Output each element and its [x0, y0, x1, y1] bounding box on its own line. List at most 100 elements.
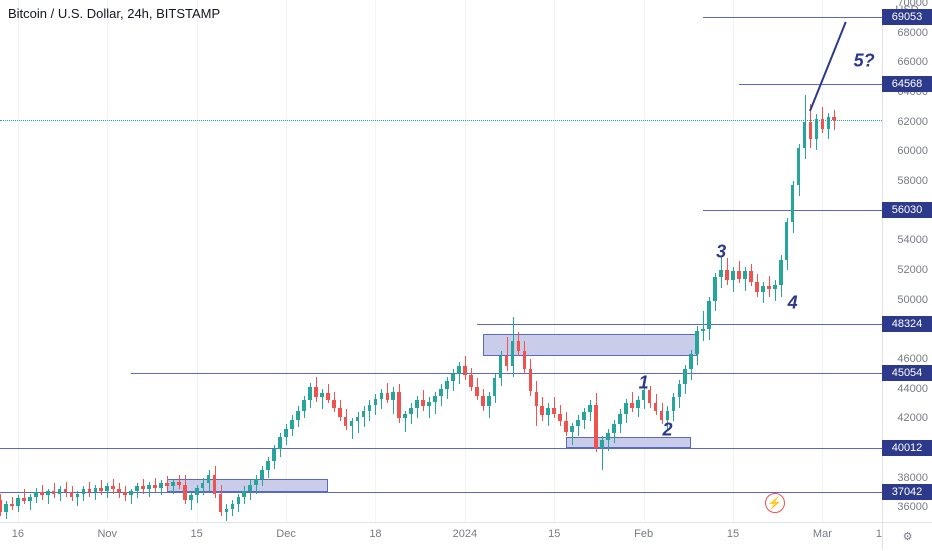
candle-body[interactable]: [397, 392, 401, 419]
candle-body[interactable]: [707, 301, 711, 329]
candle-body[interactable]: [469, 375, 473, 387]
candle-body[interactable]: [338, 408, 342, 417]
candle-body[interactable]: [368, 405, 372, 411]
candle-body[interactable]: [242, 491, 246, 497]
candle-body[interactable]: [350, 421, 354, 425]
candle-body[interactable]: [701, 329, 705, 330]
candle-body[interactable]: [308, 387, 312, 400]
elliott-wave-label[interactable]: 2: [662, 420, 672, 441]
candle-body[interactable]: [153, 485, 157, 488]
candle-body[interactable]: [332, 400, 336, 407]
candle-body[interactable]: [797, 148, 801, 185]
candle-body[interactable]: [76, 494, 80, 497]
candle-body[interactable]: [731, 271, 735, 280]
price-axis[interactable]: USD 360003800040000420004400046000480005…: [882, 0, 932, 522]
candle-body[interactable]: [123, 492, 127, 495]
candle-body[interactable]: [171, 482, 175, 486]
candle-body[interactable]: [403, 414, 407, 418]
candle-body[interactable]: [231, 504, 235, 508]
candle-body[interactable]: [475, 387, 479, 396]
price-level-label[interactable]: 48324: [882, 316, 932, 332]
candle-body[interactable]: [737, 271, 741, 278]
candle-body[interactable]: [606, 433, 610, 440]
plot-area[interactable]: 12345?⚡: [0, 0, 882, 522]
candle-body[interactable]: [713, 277, 717, 301]
horizontal-level-line[interactable]: [477, 324, 882, 325]
candle-body[interactable]: [326, 393, 330, 400]
candle-body[interactable]: [296, 411, 300, 420]
candle-body[interactable]: [481, 396, 485, 406]
candle-body[interactable]: [290, 420, 294, 429]
projection-trendline[interactable]: [810, 21, 848, 111]
elliott-wave-label[interactable]: 1: [639, 372, 649, 393]
candle-body[interactable]: [546, 408, 550, 415]
price-level-label[interactable]: 56030: [882, 202, 932, 218]
candle-body[interactable]: [761, 286, 765, 292]
candle-body[interactable]: [594, 405, 598, 448]
price-level-label[interactable]: 64568: [882, 76, 932, 92]
candle-body[interactable]: [672, 397, 676, 410]
candle-body[interactable]: [70, 492, 74, 496]
candle-body[interactable]: [141, 486, 145, 489]
candle-body[interactable]: [117, 489, 121, 492]
candle-body[interactable]: [505, 356, 509, 366]
candle-body[interactable]: [177, 482, 181, 485]
candle-body[interactable]: [213, 475, 217, 494]
candle-body[interactable]: [374, 399, 378, 405]
candle-body[interactable]: [94, 488, 98, 492]
candle-body[interactable]: [457, 366, 461, 373]
candle-body[interactable]: [725, 270, 729, 280]
candle-body[interactable]: [40, 492, 44, 495]
candle-body[interactable]: [600, 440, 604, 447]
candle-body[interactable]: [499, 356, 503, 378]
candle-body[interactable]: [755, 282, 759, 292]
candle-body[interactable]: [529, 369, 533, 391]
candle-body[interactable]: [302, 400, 306, 410]
axis-settings-button[interactable]: ⚙: [882, 522, 932, 550]
candle-body[interactable]: [207, 475, 211, 484]
candle-body[interactable]: [409, 408, 413, 414]
candle-body[interactable]: [99, 488, 103, 491]
candle-body[interactable]: [678, 384, 682, 397]
candle-body[interactable]: [570, 426, 574, 432]
candle-body[interactable]: [433, 396, 437, 402]
candle-body[interactable]: [219, 494, 223, 512]
candle-body[interactable]: [4, 504, 8, 511]
candle-body[interactable]: [552, 408, 556, 414]
candle-body[interactable]: [523, 351, 527, 369]
candle-body[interactable]: [803, 122, 807, 149]
candle-body[interactable]: [88, 489, 92, 492]
candle-body[interactable]: [517, 341, 521, 351]
candle-body[interactable]: [564, 421, 568, 431]
elliott-wave-label[interactable]: 5?: [854, 50, 875, 71]
candle-body[interactable]: [427, 402, 431, 406]
candle-body[interactable]: [463, 366, 467, 375]
candle-body[interactable]: [362, 411, 366, 417]
horizontal-level-line[interactable]: [739, 84, 882, 85]
candle-body[interactable]: [612, 424, 616, 433]
candle-body[interactable]: [821, 119, 825, 129]
candle-body[interactable]: [618, 414, 622, 424]
candle-body[interactable]: [666, 411, 670, 420]
flash-alert-icon[interactable]: ⚡: [765, 493, 785, 513]
candle-body[interactable]: [540, 406, 544, 415]
candle-body[interactable]: [749, 271, 753, 281]
candle-body[interactable]: [779, 260, 783, 285]
candle-body[interactable]: [52, 491, 56, 494]
elliott-wave-label[interactable]: 3: [716, 242, 726, 263]
candle-body[interactable]: [189, 495, 193, 499]
horizontal-level-line[interactable]: [0, 448, 882, 449]
candle-body[interactable]: [767, 286, 771, 289]
candle-body[interactable]: [683, 369, 687, 384]
candle-body[interactable]: [225, 509, 229, 512]
candle-body[interactable]: [159, 483, 163, 487]
candle-body[interactable]: [58, 489, 62, 493]
time-axis[interactable]: 16Nov15Dec18202415Feb15Mar18: [0, 522, 882, 550]
candle-body[interactable]: [183, 485, 187, 500]
candle-body[interactable]: [791, 185, 795, 222]
candle-body[interactable]: [451, 374, 455, 381]
candle-body[interactable]: [743, 271, 747, 278]
candle-body[interactable]: [237, 497, 241, 504]
candle-body[interactable]: [809, 122, 813, 140]
candle-body[interactable]: [391, 392, 395, 401]
